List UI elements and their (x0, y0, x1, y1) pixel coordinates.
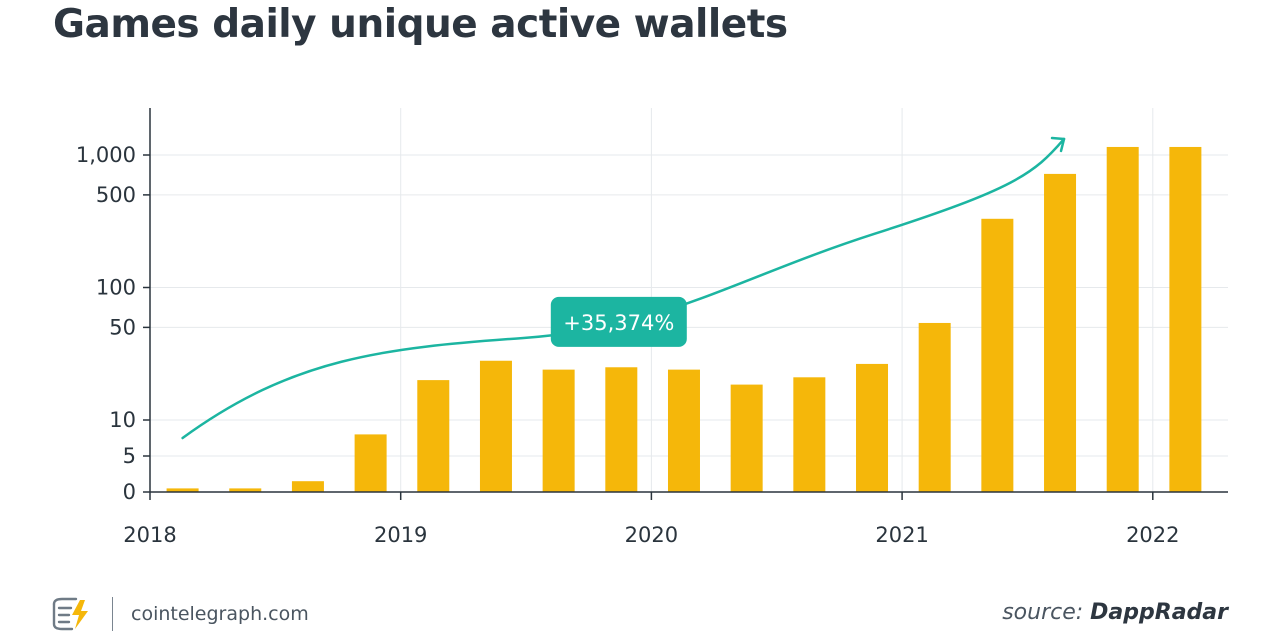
bar (542, 369, 575, 492)
y-tick-label: 1,000 (76, 143, 136, 167)
bar (166, 488, 199, 492)
bar (730, 384, 763, 492)
y-tick-label: 100 (96, 276, 136, 300)
bar (1169, 146, 1202, 493)
x-tick-label: 2019 (374, 523, 427, 547)
bar (1044, 173, 1077, 492)
bar-chart: 0 5 10 50 100 500 1,000 2018 2019 2020 2021 2022 +… (76, 108, 1228, 547)
y-tick-label: 500 (96, 183, 136, 207)
cointelegraph-logo-icon (52, 597, 88, 631)
x-tick-label: 2020 (625, 523, 678, 547)
source-name: DappRadar (1090, 600, 1228, 625)
trend-arrowhead (1050, 136, 1066, 153)
bar (793, 377, 826, 492)
x-tick-label: 2021 (875, 523, 928, 547)
bar (667, 369, 700, 492)
source-prefix: source: (1002, 600, 1091, 625)
bar (479, 360, 512, 492)
footer-divider (112, 597, 113, 631)
bars (166, 146, 1202, 493)
source-credit: source: DappRadar (1002, 600, 1228, 625)
bar (918, 322, 951, 492)
y-tick-label: 50 (109, 315, 136, 339)
footer-branding: cointelegraph.com (50, 594, 309, 634)
x-tick-labels: 2018 2019 2020 2021 2022 (123, 523, 1179, 547)
annotation-label: +35,374% (563, 311, 674, 335)
site-name: cointelegraph.com (131, 603, 309, 625)
y-tick-label: 5 (123, 444, 136, 468)
y-tick-label: 0 (123, 480, 136, 504)
bar (1106, 146, 1139, 493)
bar (417, 380, 450, 492)
x-tick-label: 2022 (1126, 523, 1179, 547)
x-tick-label: 2018 (123, 523, 176, 547)
bar (981, 218, 1014, 492)
growth-annotation: +35,374% (550, 296, 687, 347)
bar (856, 363, 889, 492)
chart-title: Games daily unique active wallets (53, 2, 788, 47)
annotation-box (550, 296, 687, 347)
bar (291, 481, 324, 492)
bar (229, 488, 262, 492)
bar (605, 367, 638, 492)
y-tick-labels: 0 5 10 50 100 500 1,000 (76, 143, 136, 504)
bar (354, 434, 387, 492)
y-tick-label: 10 (109, 408, 136, 432)
axes (143, 108, 1228, 500)
